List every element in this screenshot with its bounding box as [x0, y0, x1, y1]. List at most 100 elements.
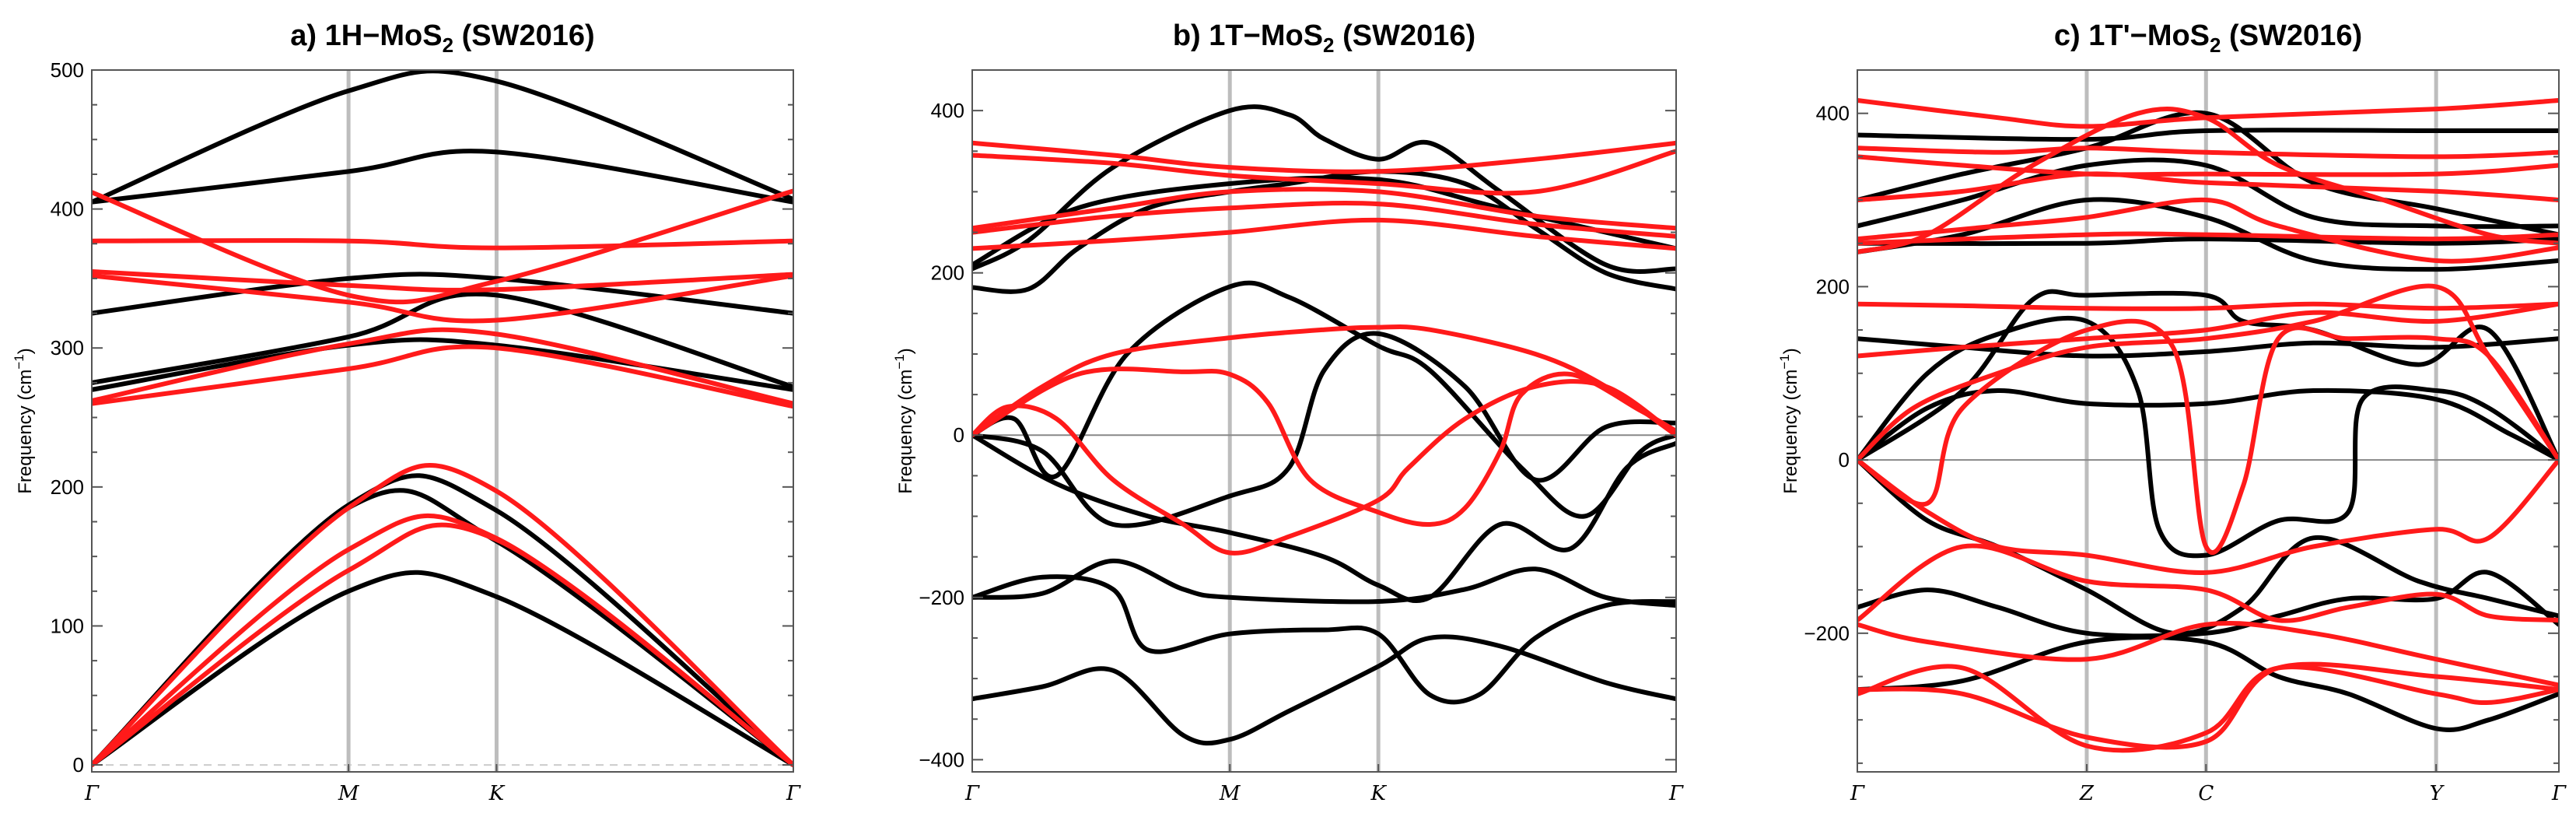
band-black-2 — [92, 488, 793, 768]
panel-title: b) 1T−MoS2 (SW2016) — [1173, 19, 1475, 57]
band-black-5 — [972, 574, 1676, 705]
title-formula: MoS — [380, 19, 442, 52]
y-tick-label: −200 — [1804, 622, 1850, 645]
y-tick-label: 400 — [1816, 102, 1850, 125]
band-black-9 — [1857, 110, 2559, 237]
band-red-12 — [92, 327, 793, 406]
series-group — [972, 104, 1676, 746]
x-tick-label-M: M — [1219, 782, 1241, 805]
ylabel-text: Frequency (cm — [1780, 370, 1801, 494]
title-prefix: b) 1T — [1173, 19, 1244, 52]
band-red-11 — [972, 324, 1676, 438]
panel-2: −400 −200 0 200 400 Γ M K Γ Frequency (cm−1) b) 1T… — [892, 19, 1684, 805]
band-black-0 — [972, 331, 1676, 528]
band-red-16 — [92, 188, 793, 305]
x-tick-label-C: C — [2198, 782, 2214, 805]
panel-1: 0 100 200 300 400 500 Γ M K Γ Frequency (cm−1) a) 1… — [12, 19, 801, 805]
band-red-10 — [92, 522, 793, 768]
y-tick-label: 100 — [51, 614, 84, 637]
band-red-14 — [92, 269, 793, 293]
y-tick-label: 500 — [51, 58, 84, 82]
band-red-25 — [1857, 98, 2559, 129]
title-subscript: 2 — [1323, 33, 1334, 57]
band-black-5 — [1857, 635, 2559, 733]
band-black-3 — [972, 558, 1676, 608]
title-prefix: c) 1T' — [2054, 19, 2130, 52]
y-axis-label: Frequency (cm−1) — [892, 348, 916, 493]
band-red-19 — [1857, 301, 2559, 359]
y-tick-label: 0 — [1839, 448, 1850, 472]
band-red-13 — [92, 273, 793, 324]
band-black-4 — [1857, 570, 2559, 639]
band-black-4 — [92, 291, 793, 390]
band-black-4 — [972, 634, 1676, 746]
y-tick-label: 300 — [51, 336, 84, 359]
x-tick-label-Y: Y — [2430, 782, 2445, 805]
band-black-2 — [1857, 289, 2559, 463]
series-group — [92, 70, 793, 768]
band-red-21 — [1857, 231, 2559, 246]
band-red-13 — [972, 149, 1676, 196]
title-dash: − — [1244, 19, 1261, 52]
title-suffix: (SW2016) — [453, 19, 595, 52]
y-axis-label: Frequency (cm−1) — [1777, 348, 1801, 493]
title-suffix: (SW2016) — [2221, 19, 2363, 52]
x-tick-label-Γ: Γ — [964, 782, 980, 805]
band-red-12 — [1857, 318, 2559, 556]
title-prefix: a) 1H — [290, 19, 362, 52]
title-formula: MoS — [2147, 19, 2210, 52]
y-tick-label: 200 — [51, 475, 84, 499]
panel-title: c) 1T'−MoS2 (SW2016) — [2054, 19, 2362, 57]
band-black-2 — [972, 433, 1676, 604]
x-tick-label-Γ: Γ — [84, 782, 100, 805]
series-group — [1857, 98, 2559, 753]
band-red-9 — [92, 514, 793, 768]
band-black-5 — [92, 272, 793, 316]
y-tick-label: −200 — [919, 586, 964, 609]
title-subscript: 2 — [443, 33, 453, 57]
x-tick-label-Z: Z — [2079, 782, 2095, 805]
band-red-17 — [1857, 664, 2559, 753]
band-red-15 — [92, 238, 793, 251]
band-red-20 — [1857, 301, 2559, 311]
y-tick-label: −400 — [919, 748, 964, 771]
title-dash: − — [362, 19, 380, 52]
plot-frame — [971, 69, 1677, 773]
band-red-12 — [972, 140, 1676, 174]
band-red-23 — [1857, 154, 2559, 177]
band-red-10 — [972, 379, 1676, 556]
band-black-1 — [972, 280, 1676, 519]
y-tick-label: 200 — [931, 261, 964, 285]
band-black-1 — [92, 570, 793, 768]
band-black-11 — [1857, 237, 2559, 247]
x-tick-label-M: M — [338, 782, 360, 805]
ylabel-sup: −1 — [12, 354, 26, 369]
ylabel-text: Frequency (cm — [15, 370, 36, 494]
x-tick-label-Γ: Γ — [786, 782, 801, 805]
x-tick-label-Γ: Γ — [2551, 782, 2567, 805]
band-red-22 — [1857, 171, 2559, 202]
ylabel-text: Frequency (cm — [895, 370, 916, 494]
y-tick-label: 0 — [954, 423, 964, 447]
band-red-14 — [1857, 458, 2559, 575]
x-tick-label-K: K — [1370, 782, 1387, 805]
band-black-10 — [1857, 128, 2559, 142]
band-red-8 — [92, 463, 793, 768]
band-red-16 — [1857, 621, 2559, 688]
band-black-7 — [1857, 197, 2559, 272]
title-subscript: 2 — [2210, 33, 2221, 57]
panel-title: a) 1H−MoS2 (SW2016) — [290, 19, 594, 57]
band-black-1 — [1857, 387, 2559, 463]
band-red-9 — [972, 366, 1676, 528]
x-tick-label-Γ: Γ — [1668, 782, 1684, 805]
band-black-3 — [92, 337, 793, 392]
band-red-18 — [1857, 661, 2559, 750]
title-dash: − — [2130, 19, 2147, 52]
band-black-7 — [92, 70, 793, 205]
title-formula: MoS — [1261, 19, 1323, 52]
band-red-27 — [1857, 197, 2559, 264]
band-red-15 — [1857, 543, 2559, 623]
band-red-15 — [972, 201, 1676, 239]
band-black-7 — [972, 169, 1676, 294]
